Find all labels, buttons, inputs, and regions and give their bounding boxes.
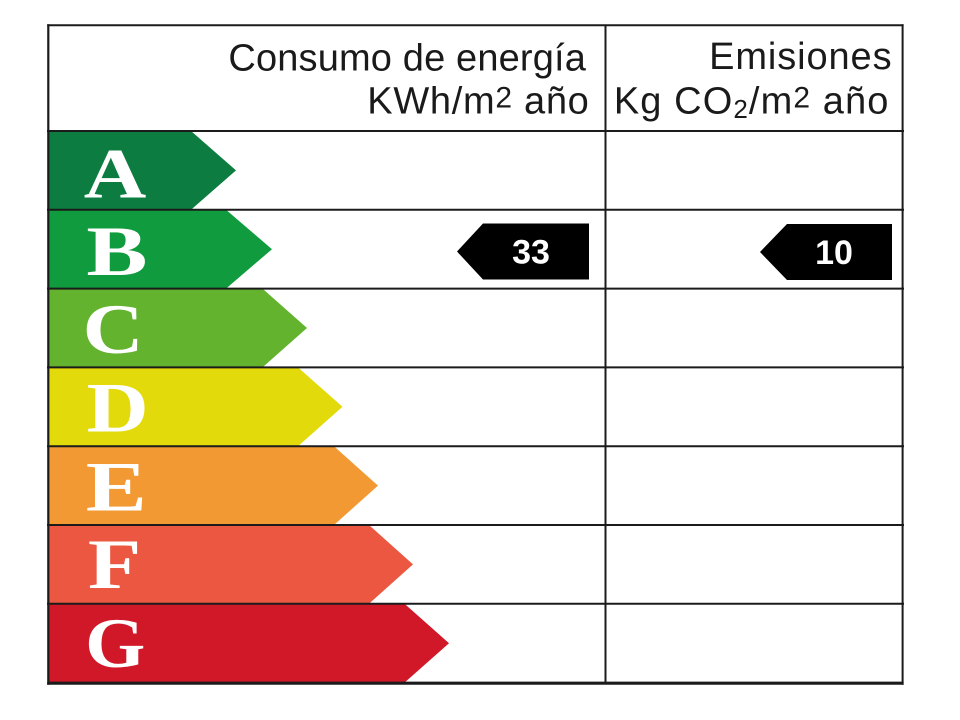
svg-text:KWh/m2 año: KWh/m2 año xyxy=(367,81,589,123)
svg-text:Emisiones: Emisiones xyxy=(709,36,892,78)
svg-text:Kg CO2/m2 año: Kg CO2/m2 año xyxy=(614,81,890,125)
svg-text:D: D xyxy=(87,369,149,447)
svg-text:B: B xyxy=(86,212,147,291)
svg-text:G: G xyxy=(85,605,145,683)
svg-text:F: F xyxy=(88,526,141,605)
svg-text:A: A xyxy=(84,135,147,214)
svg-text:Consumo de energía: Consumo de energía xyxy=(228,38,586,80)
svg-text:C: C xyxy=(83,289,144,368)
svg-text:33: 33 xyxy=(512,234,550,272)
svg-text:10: 10 xyxy=(815,234,853,272)
svg-text:E: E xyxy=(86,447,147,526)
